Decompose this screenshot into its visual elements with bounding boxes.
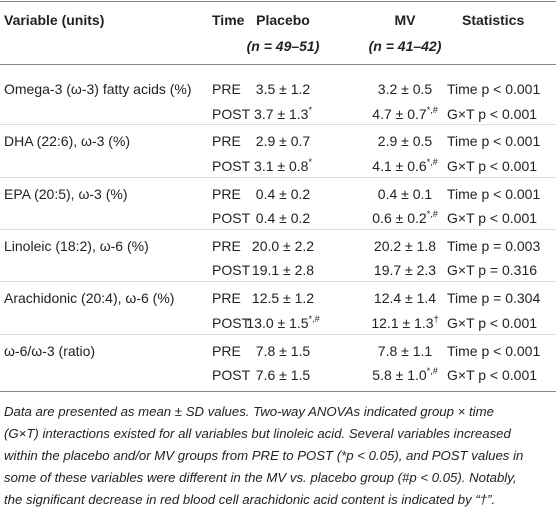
cell: 4.1 ± 0.6*,# — [372, 157, 437, 175]
footnote-line: (G×T) interactions existed for all varia… — [4, 426, 511, 441]
cell-note: * — [308, 156, 312, 167]
cell-value: 3.1 ± 0.8 — [254, 157, 309, 174]
cell: PRE — [212, 290, 241, 307]
group-rule — [0, 228, 556, 230]
group-rule — [0, 176, 556, 178]
cell: 12.5 ± 1.2 — [251, 290, 315, 307]
cell: PRE — [212, 342, 241, 359]
footnote-line: within the placebo and/or MV groups from… — [4, 448, 524, 463]
cell: POST — [212, 262, 251, 279]
cell: G×T p < 0.001 — [447, 210, 538, 227]
cell-note: *,# — [426, 156, 438, 167]
cell: 20.0 ± 2.2 — [251, 237, 315, 254]
variable: EPA (20:5), ω-3 (%) — [4, 185, 128, 202]
bottom-rule — [0, 391, 556, 392]
cell: 4.7 ± 0.7*,# — [372, 105, 437, 123]
cell: 2.9 ± 0.7 — [255, 133, 311, 150]
cell-value: 13.0 ± 1.5 — [246, 314, 309, 331]
group-rule — [0, 281, 556, 283]
variable: Arachidonic (20:4), ω-6 (%) — [4, 290, 175, 307]
footnote-line: some of these variables were different i… — [4, 470, 517, 485]
cell: PRE — [212, 185, 241, 202]
cell: PRE — [212, 81, 241, 97]
cell-value: 0.6 ± 0.2 — [372, 210, 427, 227]
cell: G×T p = 0.316 — [447, 262, 538, 279]
cell-note: *,# — [308, 313, 320, 324]
cell: PRE — [212, 133, 241, 150]
cell: 3.7 ± 1.3* — [254, 105, 312, 123]
cell: POST — [212, 367, 251, 383]
cell-note: *,# — [426, 104, 438, 115]
cell: 3.1 ± 0.8* — [254, 157, 312, 175]
header-cell: Statistics — [462, 12, 525, 28]
header-cell: Placebo — [256, 12, 310, 28]
cell: G×T p < 0.001 — [447, 105, 538, 122]
header-cell: (n = 41–42) — [368, 38, 442, 54]
cell: 2.9 ± 0.5 — [377, 133, 433, 150]
cell: 12.1 ± 1.3† — [371, 314, 438, 332]
cell: 13.0 ± 1.5*,# — [246, 314, 319, 332]
variable: ω-6/ω-3 (ratio) — [4, 342, 96, 359]
cell-value: 4.7 ± 0.7 — [372, 105, 427, 122]
cell-note: *,# — [426, 366, 438, 376]
cell: Time p < 0.001 — [447, 133, 541, 150]
cell-value: 3.7 ± 1.3 — [254, 105, 309, 122]
cell: 3.5 ± 1.2 — [255, 81, 311, 97]
cell: PRE — [212, 237, 241, 254]
footnote-line: the significant decrease in red blood ce… — [4, 492, 496, 507]
cell: G×T p < 0.001 — [447, 314, 538, 331]
cell: 20.2 ± 1.8 — [373, 237, 437, 254]
cell: 7.8 ± 1.5 — [255, 342, 311, 359]
cell-value: 4.1 ± 0.6 — [372, 157, 427, 174]
cell: 0.4 ± 0.2 — [255, 185, 311, 202]
cell: Time p < 0.001 — [447, 185, 541, 202]
cell-note: *,# — [426, 209, 438, 220]
cell: 0.4 ± 0.2 — [255, 210, 311, 227]
cell: POST — [212, 105, 251, 122]
cell: 19.1 ± 2.8 — [251, 262, 315, 279]
cell: 12.4 ± 1.4 — [373, 290, 437, 307]
cell: Time p < 0.001 — [447, 342, 541, 359]
cell: POST — [212, 314, 251, 331]
group-rule — [0, 333, 556, 335]
cell-note: * — [308, 104, 312, 115]
cell: Time p = 0.304 — [447, 290, 541, 307]
footnote-line: Data are presented as mean ± SD values. … — [4, 404, 494, 419]
cell: 3.2 ± 0.5 — [377, 81, 433, 97]
cell: Time p < 0.001 — [447, 81, 541, 97]
header-cell: Time — [212, 12, 245, 28]
cell-value: 5.8 ± 1.0 — [372, 367, 427, 383]
header-rule — [0, 64, 556, 65]
header-cell: (n = 49–51) — [246, 38, 320, 54]
cell-note: † — [433, 313, 439, 324]
cell: G×T p < 0.001 — [447, 157, 538, 174]
cell: 0.4 ± 0.1 — [377, 185, 433, 202]
cell: 7.6 ± 1.5 — [255, 367, 311, 383]
variable: Omega-3 (ω-3) fatty acids (%) — [4, 81, 192, 97]
cell: 5.8 ± 1.0*,# — [372, 366, 437, 384]
variable: Linoleic (18:2), ω-6 (%) — [4, 237, 149, 254]
top-rule — [0, 1, 556, 2]
header-cell: Variable (units) — [4, 12, 105, 28]
cell-value: 12.1 ± 1.3 — [371, 314, 434, 331]
cell: 7.8 ± 1.1 — [377, 342, 433, 359]
header-cell: MV — [394, 12, 416, 28]
cell: POST — [212, 210, 251, 227]
cell: 19.7 ± 2.3 — [373, 262, 437, 279]
cell: G×T p < 0.001 — [447, 367, 538, 383]
cell: POST — [212, 157, 251, 174]
cell: Time p = 0.003 — [447, 237, 541, 254]
cell: 0.6 ± 0.2*,# — [372, 209, 437, 227]
group-rule — [0, 124, 556, 126]
variable: DHA (22:6), ω-3 (%) — [4, 133, 131, 150]
